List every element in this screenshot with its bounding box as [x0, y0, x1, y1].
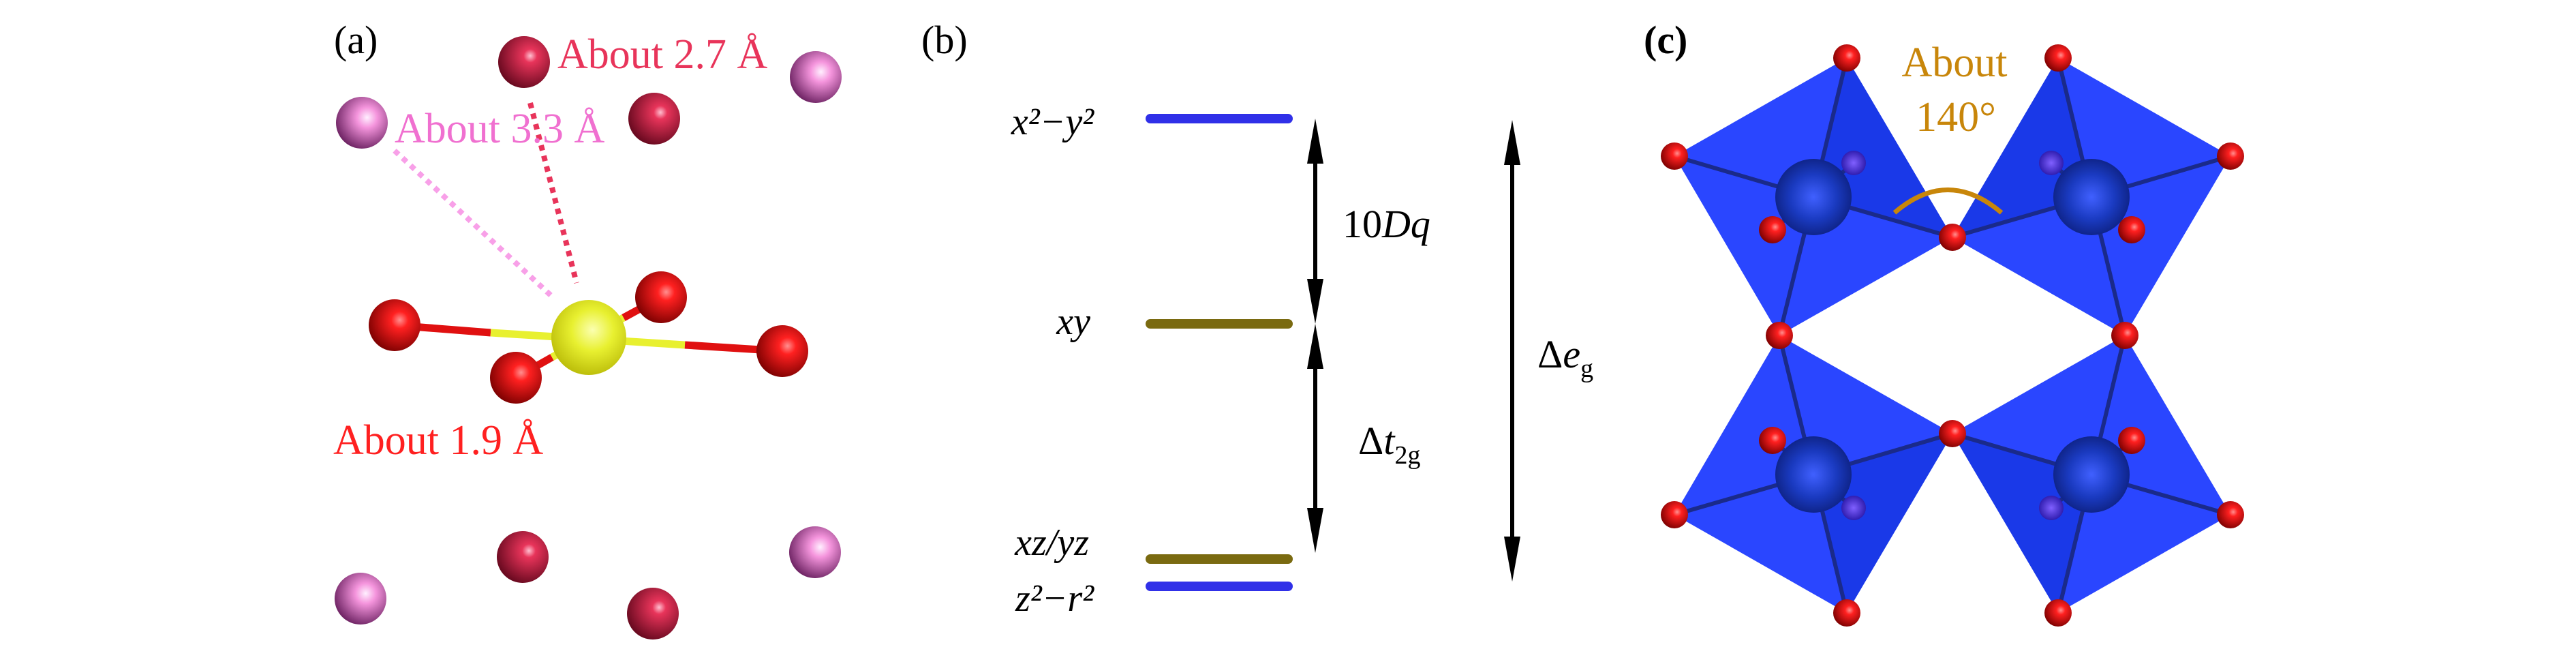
oxygen-atoms — [1661, 44, 2244, 627]
pink-atom — [335, 573, 386, 625]
pink-atom — [336, 97, 388, 149]
distance-label-19: About 1.9 Å — [333, 417, 544, 464]
distance-line-33 — [393, 149, 553, 297]
level-label-z2-r2: z²−r² — [1015, 577, 1094, 620]
level-label-xz-yz: xz/yz — [1014, 522, 1089, 564]
oxygen-atom — [756, 325, 808, 377]
label-delta-t2g: Δt2g — [1358, 419, 1420, 470]
crimson-atom — [627, 588, 679, 640]
angle-label-line1: About — [1902, 40, 2008, 86]
b-site-atoms — [1775, 159, 2130, 513]
level-label-xy: xy — [1056, 301, 1090, 343]
distance-line-27 — [527, 102, 579, 284]
angle-arc — [1892, 187, 2004, 215]
arrow-10dq — [1307, 119, 1323, 324]
center-atom — [551, 300, 626, 375]
distance-label-33: About 3.3 Å — [395, 106, 605, 152]
distance-label-27: About 2.7 Å — [557, 31, 768, 78]
arrow-delta-t2g — [1307, 324, 1323, 553]
panel-b-label: (b) — [921, 18, 968, 62]
oxygen-atom — [490, 352, 542, 404]
panel-b: (b) x²−y² xy xz/yz z²−r² 10Dq Δt2g Δeg — [921, 18, 1593, 620]
pink-atom — [790, 51, 842, 103]
oxygen-atom — [635, 271, 687, 323]
panel-c: (c) — [1644, 18, 2244, 627]
panel-a: (a) About 2.7 Å About 3.3 Å About 1.9 Å — [333, 18, 842, 640]
panel-a-label: (a) — [334, 18, 378, 62]
octahedra — [1674, 58, 2230, 613]
pink-atom — [789, 526, 841, 578]
crimson-atom — [628, 93, 680, 145]
label-10dq: 10Dq — [1343, 202, 1430, 246]
back-oxygen-atoms — [1841, 151, 2064, 520]
label-delta-eg: Δeg — [1537, 332, 1593, 383]
crimson-atom — [498, 36, 550, 88]
oxygen-atom — [369, 299, 420, 351]
angle-label-line2: 140° — [1916, 94, 1996, 140]
arrow-delta-eg — [1504, 120, 1520, 582]
level-label-x2-y2: x²−y² — [1011, 101, 1094, 143]
octahedron-shading — [1813, 58, 2091, 613]
crimson-atom — [497, 531, 549, 583]
panel-c-label: (c) — [1644, 18, 1687, 62]
